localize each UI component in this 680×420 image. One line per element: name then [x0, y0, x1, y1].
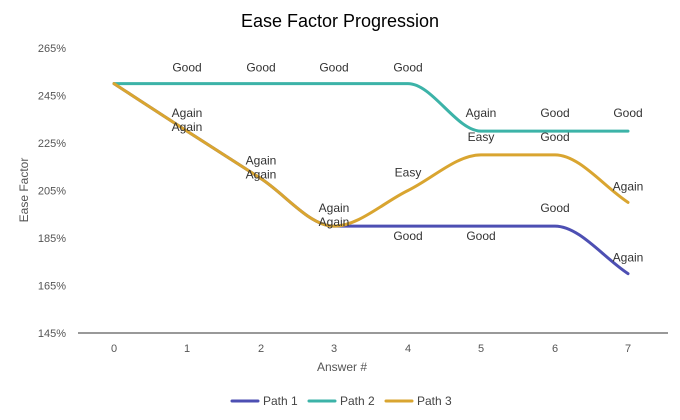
data-label-series-2: Good — [246, 61, 275, 75]
y-tick-label: 185% — [38, 233, 66, 245]
x-tick-label: 5 — [478, 343, 484, 355]
data-label-series-3: Easy — [468, 130, 495, 144]
legend-label: Path 1 — [263, 394, 298, 408]
y-tick-label: 205% — [38, 186, 66, 198]
data-label-series-3: Again — [172, 106, 203, 120]
data-label-series-1: Good — [393, 229, 422, 243]
data-label-series-1: Again — [319, 215, 350, 229]
data-label-series-2: Good — [172, 61, 201, 75]
y-tick-label: 225% — [38, 138, 66, 150]
data-label-series-3: Good — [540, 130, 569, 144]
data-label-series-1: Good — [540, 201, 569, 215]
legend-label: Path 3 — [417, 394, 452, 408]
legend: Path 1 Path 2 Path 3 — [230, 394, 452, 408]
x-axis-ticks: 0 1 2 3 4 5 6 7 — [111, 343, 631, 355]
data-label-series-3: Easy — [395, 166, 422, 180]
data-label-series-1: Good — [466, 229, 495, 243]
data-label-series-3: Again — [246, 154, 277, 168]
y-tick-label: 265% — [38, 43, 66, 55]
x-tick-label: 2 — [258, 343, 264, 355]
x-tick-label: 6 — [552, 343, 558, 355]
y-tick-label: 165% — [38, 281, 66, 293]
data-label-series-1: Again — [613, 251, 644, 265]
x-tick-label: 0 — [111, 343, 117, 355]
chart-title: Ease Factor Progression — [241, 11, 439, 31]
data-label-series-1: Again — [246, 168, 277, 182]
data-label-series-2: Good — [319, 61, 348, 75]
data-label-series-2: Good — [613, 106, 642, 120]
data-label-series-2: Good — [540, 106, 569, 120]
data-label-series-1: Again — [172, 120, 203, 134]
y-axis-label: Ease Factor — [17, 158, 31, 223]
x-tick-label: 1 — [184, 343, 190, 355]
y-axis-ticks: 145% 165% 185% 205% 225% 245% 265% — [38, 43, 66, 340]
series-line-path-2 — [112, 82, 630, 133]
data-label-series-3: Again — [613, 179, 644, 193]
data-label-series-2: Good — [393, 61, 422, 75]
x-tick-label: 7 — [625, 343, 631, 355]
data-label-series-2: Again — [466, 106, 497, 120]
x-axis-label: Answer # — [317, 360, 367, 374]
series-line-path-3 — [112, 82, 630, 228]
x-tick-label: 3 — [331, 343, 337, 355]
data-label-series-3: Again — [319, 201, 350, 215]
series-lines — [112, 82, 630, 276]
legend-label: Path 2 — [340, 394, 375, 408]
y-tick-label: 145% — [38, 328, 66, 340]
x-tick-label: 4 — [405, 343, 411, 355]
y-tick-label: 245% — [38, 91, 66, 103]
